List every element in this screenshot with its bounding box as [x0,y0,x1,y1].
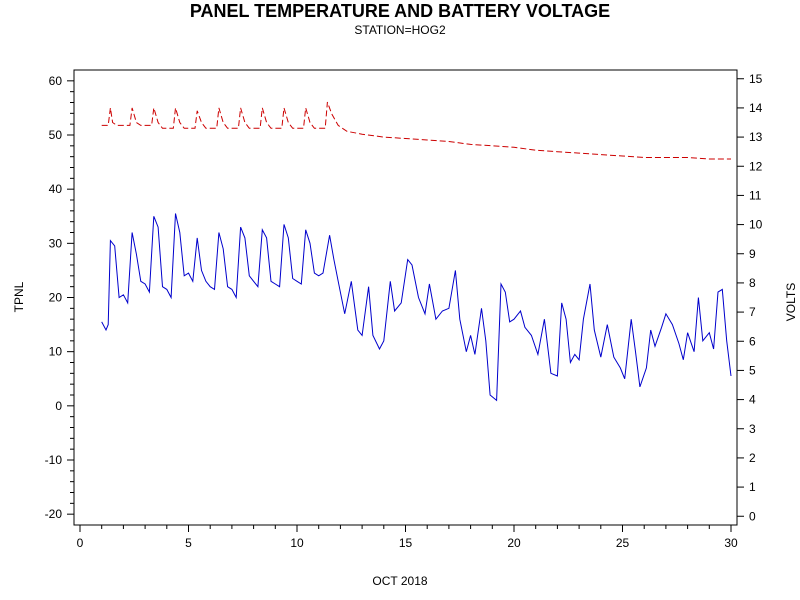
x-tick-label: 20 [507,536,521,550]
right-y-tick-label: 4 [749,393,756,407]
left-y-tick-label: 40 [49,182,63,196]
right-y-tick-label: 6 [749,334,756,348]
right-y-tick-label: 14 [749,101,763,115]
x-tick-label: 0 [77,536,84,550]
right-y-tick-label: 11 [749,188,762,202]
chart-subtitle: STATION=HOG2 [354,23,446,37]
right-y-tick-label: 12 [749,159,763,173]
left-y-tick-label: 10 [49,345,63,359]
left-y-tick-label: -20 [45,507,63,521]
chart-title: PANEL TEMPERATURE AND BATTERY VOLTAGE [189,1,611,21]
left-y-tick-label: 0 [55,399,62,413]
right-y-tick-label: 13 [749,130,763,144]
right-y-tick-label: 8 [749,276,756,290]
x-tick-label: 5 [185,536,192,550]
right-y-tick-label: 7 [749,305,756,319]
right-y-tick-label: 0 [749,509,756,523]
right-y-tick-label: 15 [749,72,763,86]
right-y-tick-label: 9 [749,247,756,261]
left-y-tick-label: -10 [45,453,63,467]
x-tick-label: 25 [616,536,630,550]
battery-voltage-line [101,101,731,160]
right-y-tick-label: 1 [749,480,756,494]
left-y-tick-label: 60 [49,74,63,88]
right-y-tick-label: 2 [749,451,756,465]
x-tick-label: 15 [399,536,413,550]
x-axis-label: OCT 2018 [372,574,428,588]
x-tick-label: 30 [724,536,738,550]
panel-temperature-line [101,213,732,402]
right-y-tick-label: 10 [749,218,763,232]
left-y-tick-label: 20 [49,291,63,305]
right-y-tick-label: 3 [749,422,756,436]
left-y-tick-label: 50 [49,128,63,142]
left-y-tick-label: 30 [49,236,63,250]
x-tick-label: 10 [290,536,304,550]
right-y-tick-label: 5 [749,363,756,377]
